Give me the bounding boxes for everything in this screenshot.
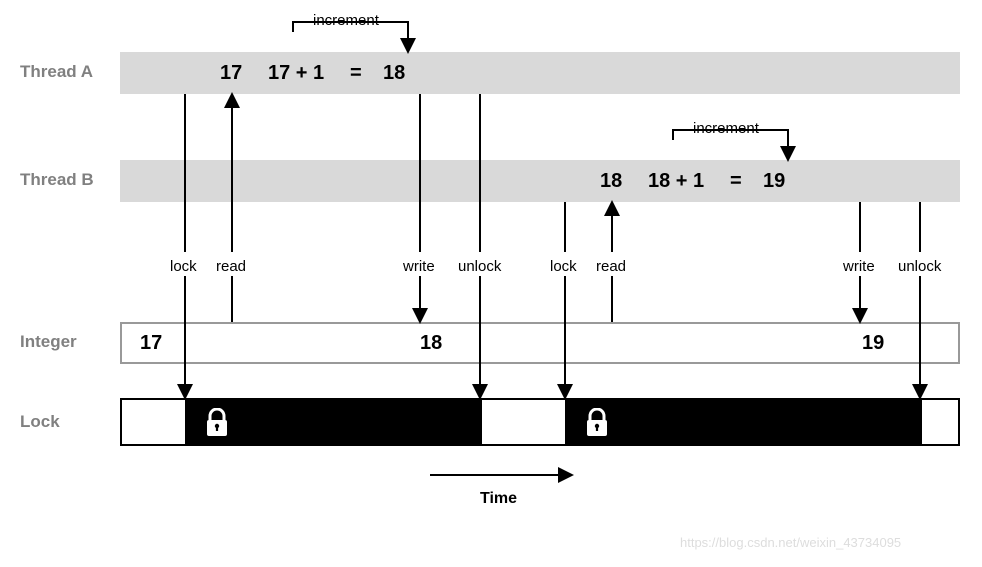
- increment-label-b: increment: [693, 120, 759, 137]
- lock-icon-2: [584, 408, 610, 438]
- thread-b-result: 19: [763, 170, 785, 193]
- thread-b-eq: =: [730, 170, 742, 193]
- increment-label-a: increment: [313, 12, 379, 29]
- lock-seg-2: [565, 400, 922, 444]
- integer-v2: 18: [420, 332, 442, 355]
- thread-b-expr: 18 + 1: [648, 170, 704, 193]
- label-thread-a: Thread A: [20, 62, 93, 82]
- time-label: Time: [480, 490, 517, 508]
- op-a-write: write: [403, 258, 435, 275]
- lock-box: [120, 398, 960, 446]
- op-b-write: write: [843, 258, 875, 275]
- label-thread-b: Thread B: [20, 170, 94, 190]
- thread-a-readval: 17: [220, 62, 242, 85]
- label-lock: Lock: [20, 412, 60, 432]
- op-b-unlock: unlock: [898, 258, 941, 275]
- thread-a-eq: =: [350, 62, 362, 85]
- op-b-lock: lock: [550, 258, 577, 275]
- integer-box: [120, 322, 960, 364]
- integer-v1: 17: [140, 332, 162, 355]
- thread-a-row: [120, 52, 960, 94]
- integer-v3: 19: [862, 332, 884, 355]
- op-a-unlock: unlock: [458, 258, 501, 275]
- op-b-read: read: [596, 258, 626, 275]
- watermark: https://blog.csdn.net/weixin_43734095: [680, 535, 901, 550]
- thread-a-result: 18: [383, 62, 405, 85]
- thread-a-expr: 17 + 1: [268, 62, 324, 85]
- op-a-lock: lock: [170, 258, 197, 275]
- thread-b-row: [120, 160, 960, 202]
- label-integer: Integer: [20, 332, 77, 352]
- lock-icon-1: [204, 408, 230, 438]
- thread-b-readval: 18: [600, 170, 622, 193]
- op-a-read: read: [216, 258, 246, 275]
